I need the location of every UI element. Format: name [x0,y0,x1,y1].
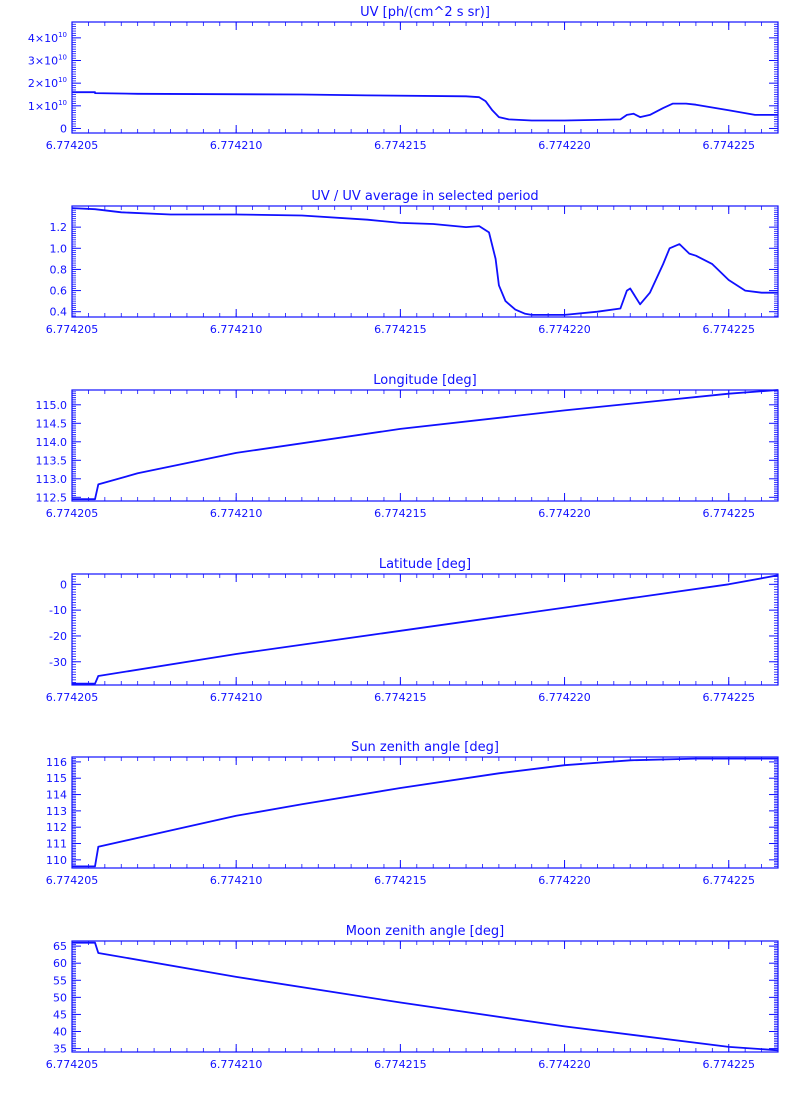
plot-frame [71,940,779,1053]
y-tick-label: 115 [46,772,67,785]
x-tick-label: 6.774220 [538,1058,591,1071]
x-tick-label: 6.774225 [702,139,755,152]
x-tick-label: 6.774215 [374,507,427,520]
x-tick-label: 6.774210 [210,139,263,152]
y-tick-label: 60 [53,957,67,970]
plot-frame [71,756,779,869]
x-tick-label: 6.774220 [538,874,591,887]
x-tick-label: 6.774215 [374,691,427,704]
plot-frame [71,389,779,502]
x-tick-label: 6.774225 [702,1058,755,1071]
panel-title: UV [ph/(cm^2 s sr)] [360,5,490,20]
y-tick-label: 112.5 [36,491,68,504]
y-tick-label: 40 [53,1026,67,1039]
y-tick-label: 65 [53,940,67,953]
plot-frame [71,205,779,318]
panel-3: Longitude [deg] 6.774205 6.774210 6.774215 6… [36,373,779,520]
y-tick-label: 35 [53,1043,67,1056]
y-tick-label: 4×1010 [28,31,67,45]
y-tick-label: 116 [46,756,67,769]
x-tick-label: 6.774210 [210,691,263,704]
x-tick-label: 6.774210 [210,1058,263,1071]
y-tick-label: 112 [46,821,67,834]
y-tick-label: 1.2 [50,221,68,234]
series-line [72,91,778,122]
panel-title: Longitude [deg] [373,373,476,388]
plot-frame [71,573,779,686]
series-line [72,941,779,1052]
y-tick-label: 114.0 [36,436,68,449]
x-tick-label: 6.774215 [374,874,427,887]
x-tick-label: 6.774220 [538,691,591,704]
y-tick-label: 114.5 [36,417,68,430]
y-tick-label: 0.4 [50,306,68,319]
x-tick-label: 6.774220 [538,507,591,520]
y-tick-label: 114 [46,789,67,802]
y-tick-label: 55 [53,974,67,987]
y-tick-label: 113.5 [36,454,68,467]
y-tick-label: 1×1010 [28,99,67,113]
y-tick-label: 3×1010 [28,54,67,68]
x-tick-label: 6.774210 [210,507,263,520]
y-tick-label: -20 [49,630,67,643]
y-tick-label: 115.0 [36,399,68,412]
x-tick-label: 6.774205 [46,507,99,520]
y-tick-label: -10 [49,604,67,617]
y-tick-label: 50 [53,991,67,1004]
panel-4: Latitude [deg] 6.774205 6.774210 6.774215 6.… [46,557,779,704]
x-tick-label: 6.774225 [702,323,755,336]
series-line [71,207,778,316]
x-tick-label: 6.774205 [46,1058,99,1071]
x-tick-label: 6.774225 [702,507,755,520]
series-line [72,574,779,685]
panel-2: UV / UV average in selected period 6.7742… [46,189,779,336]
y-tick-label: 2×1010 [28,76,67,90]
panel-6: Moon zenith angle [deg] 6.774205 6.774210 6… [46,924,779,1071]
panel-title: UV / UV average in selected period [311,189,538,204]
x-tick-label: 6.774220 [538,139,591,152]
series-line [72,389,779,501]
panel-title: Moon zenith angle [deg] [346,924,504,939]
y-tick-label: 0 [60,122,67,135]
y-tick-label: 0.6 [50,285,68,298]
y-tick-label: 113 [46,805,67,818]
panel-1: UV [ph/(cm^2 s sr)] 6.774205 6.774210 6.774… [28,5,779,152]
x-tick-label: 6.774215 [374,139,427,152]
y-tick-label: 45 [53,1008,67,1021]
y-tick-label: 1.0 [50,242,68,255]
plot-frame [71,21,779,134]
x-tick-label: 6.774205 [46,139,99,152]
y-tick-label: -30 [49,656,67,669]
y-tick-label: 111 [46,838,67,851]
x-tick-label: 6.774225 [702,691,755,704]
y-tick-label: 110 [46,854,67,867]
panel-title: Latitude [deg] [379,557,471,572]
x-tick-label: 6.774220 [538,323,591,336]
x-tick-label: 6.774215 [374,323,427,336]
y-tick-label: 113.0 [36,473,68,486]
x-tick-label: 6.774210 [210,323,263,336]
x-tick-label: 6.774205 [46,323,99,336]
series-line [72,757,778,868]
y-tick-label: 0.8 [50,263,68,276]
y-tick-label: 0 [60,578,67,591]
x-tick-label: 6.774205 [46,874,99,887]
panel-title: Sun zenith angle [deg] [351,740,499,755]
panel-5: Sun zenith angle [deg] 6.774205 6.774210 6.… [46,740,779,887]
x-tick-label: 6.774225 [702,874,755,887]
x-tick-label: 6.774205 [46,691,99,704]
x-tick-label: 6.774210 [210,874,263,887]
x-tick-label: 6.774215 [374,1058,427,1071]
